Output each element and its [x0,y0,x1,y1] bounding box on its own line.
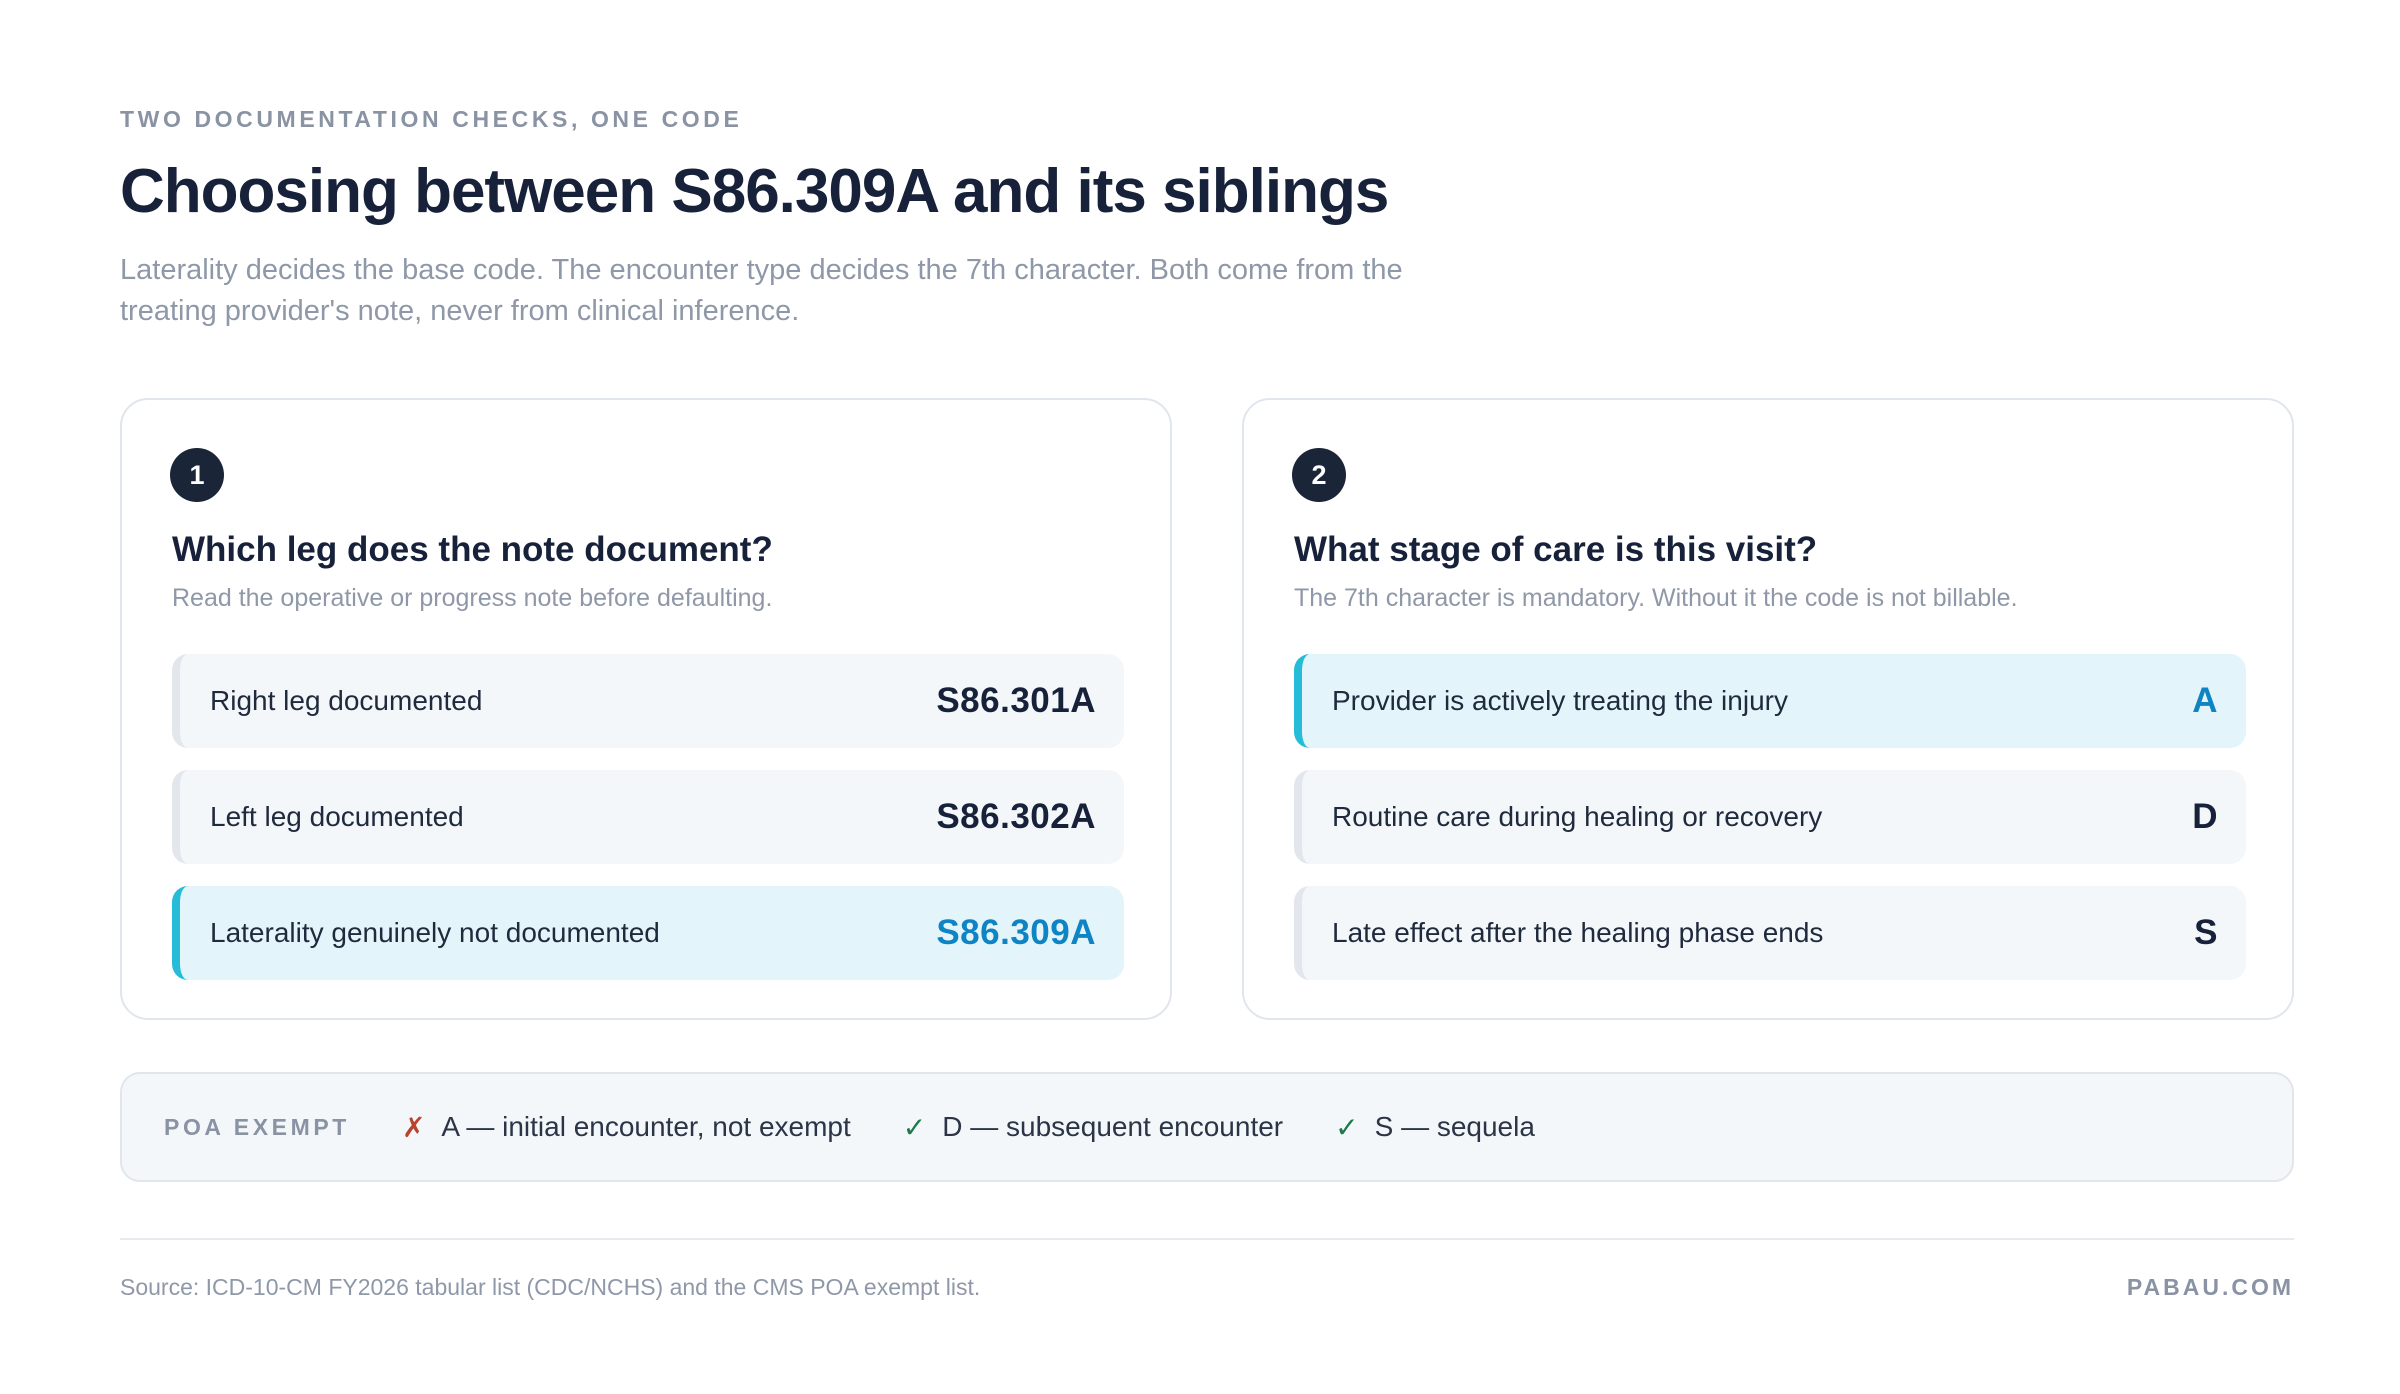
option-left-leg: Left leg documented S86.302A [172,770,1124,864]
option-unspecified-laterality: Laterality genuinely not documented S86.… [172,886,1124,980]
step-number-badge: 2 [1292,448,1346,502]
option-right-leg: Right leg documented S86.301A [172,654,1124,748]
poa-item-subsequent: ✓ D — subsequent encounter [903,1111,1283,1144]
check-icon: ✓ [1335,1111,1359,1143]
poa-exempt-panel: POA EXEMPT ✗ A — initial encounter, not … [120,1072,2294,1182]
page-title: Choosing between S86.309A and its siblin… [120,157,1389,226]
option-label: Laterality genuinely not documented [210,917,660,948]
card-title: Which leg does the note document? [172,530,773,569]
option-code: A [2192,681,2218,720]
option-code: S86.302A [936,797,1096,836]
option-label: Provider is actively treating the injury [1332,685,1788,716]
option-code: D [2192,797,2218,836]
poa-label: POA EXEMPT [164,1113,350,1140]
option-code: S86.309A [936,913,1096,952]
option-code: S [2194,913,2218,952]
cross-icon: ✗ [401,1111,426,1143]
brand-link[interactable]: PABAU.COM [2126,1274,2294,1300]
card-subtitle: The 7th character is mandatory. Without … [1294,584,2018,612]
poa-item-initial: ✗ A — initial encounter, not exempt [402,1111,851,1144]
option-label: Routine care during healing or recovery [1332,801,1823,832]
card-title: What stage of care is this visit? [1294,530,1818,569]
option-label: Late effect after the healing phase ends [1332,917,1824,948]
option-subsequent-encounter: Routine care during healing or recovery … [1294,770,2246,864]
option-initial-encounter: Provider is actively treating the injury… [1294,654,2246,748]
option-label: Left leg documented [210,801,464,832]
page-subtitle: Laterality decides the base code. The en… [120,254,1403,327]
option-sequela: Late effect after the healing phase ends… [1294,886,2246,980]
eyebrow: TWO DOCUMENTATION CHECKS, ONE CODE [120,106,743,132]
poa-item-text: S — sequela [1374,1111,1535,1142]
footer-divider [120,1238,2294,1240]
option-code: S86.301A [936,681,1096,720]
step-number-badge: 1 [170,448,224,502]
poa-item-text: A — initial encounter, not exempt [441,1111,851,1142]
encounter-stage-card: 2 What stage of care is this visit? The … [1242,398,2294,1020]
card-subtitle: Read the operative or progress note befo… [172,584,773,612]
laterality-card: 1 Which leg does the note document? Read… [120,398,1172,1020]
source-note: Source: ICD-10-CM FY2026 tabular list (C… [120,1274,981,1300]
poa-item-text: D — subsequent encounter [942,1111,1284,1142]
check-icon: ✓ [902,1111,927,1143]
option-label: Right leg documented [210,685,483,716]
poa-item-sequela: ✓ S — sequela [1335,1111,1535,1144]
